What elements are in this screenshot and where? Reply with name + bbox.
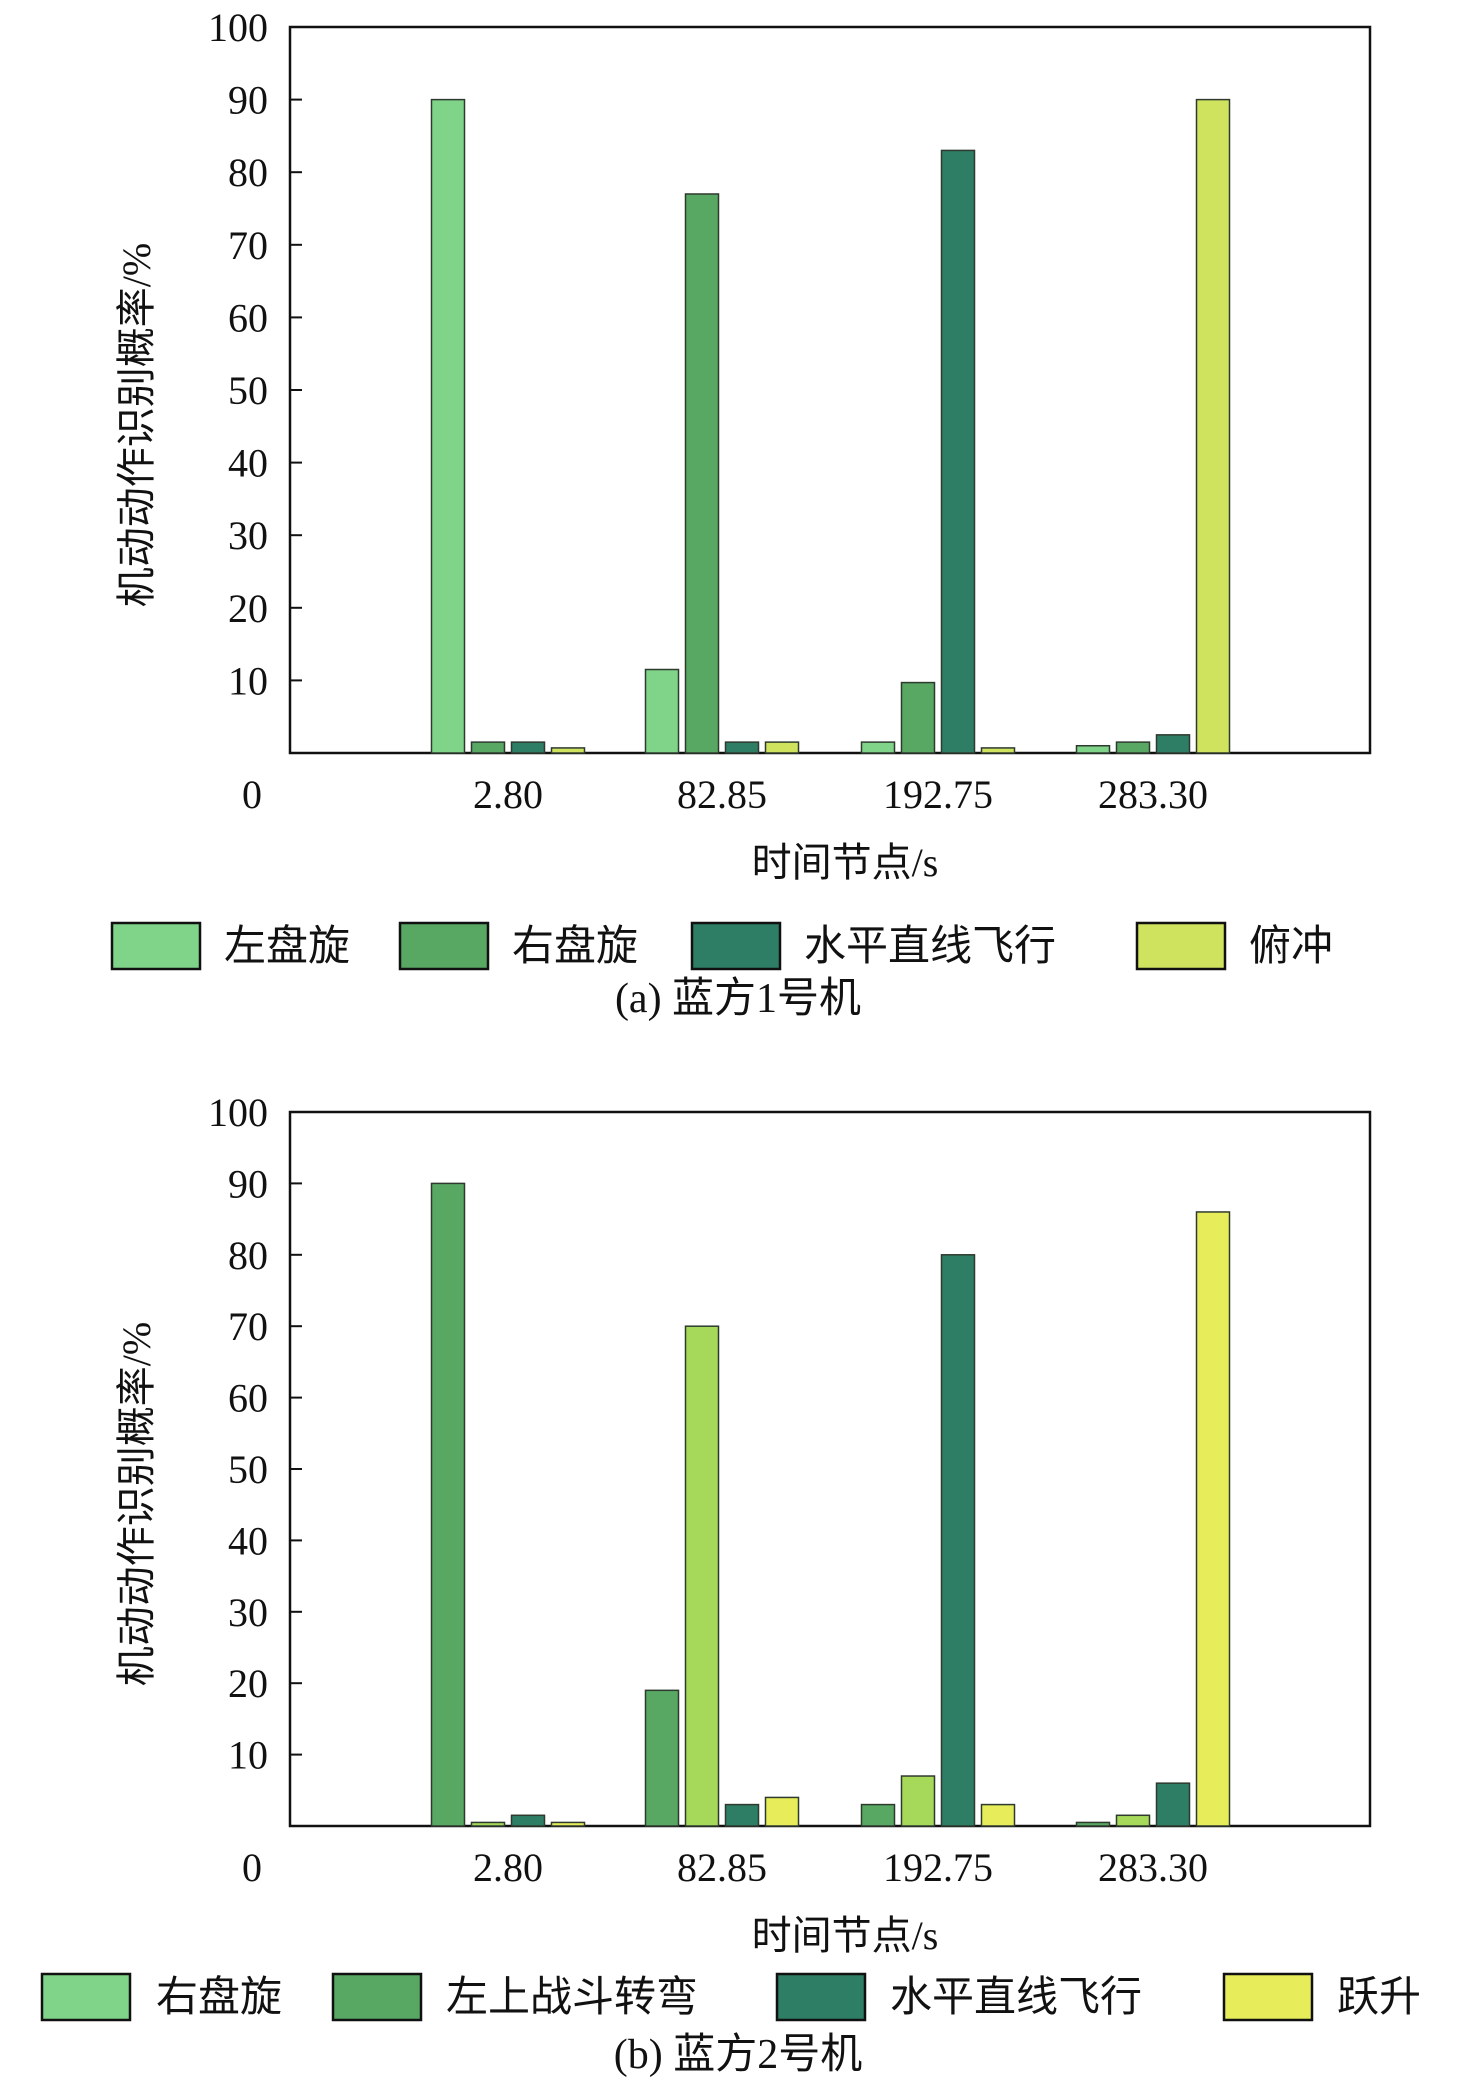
bar-3-3: [940, 149, 976, 754]
bar-1-4: [1075, 1821, 1111, 1827]
bar-1-4: [1075, 744, 1111, 754]
panel-caption: (b) 蓝方2号机: [614, 2032, 862, 2078]
y-tick-label: 30: [228, 1590, 268, 1635]
x-tick-label: 192.75: [883, 772, 993, 817]
bar-1-3: [860, 1803, 896, 1827]
y-tick-label: 10: [228, 1733, 268, 1778]
bar-3-1: [510, 741, 546, 754]
y-tick-label: 30: [228, 513, 268, 558]
bar-2-4: [1115, 741, 1151, 754]
bar-2-1: [470, 1821, 506, 1827]
bar-4-4: [1195, 1211, 1231, 1827]
bar-2-1: [470, 741, 506, 754]
bar-4-3: [980, 1803, 1016, 1827]
y-tick-label: 100: [208, 1090, 268, 1135]
y-axis-label: 机动动作识别概率/%: [114, 1322, 159, 1686]
bar-3-3: [940, 1254, 976, 1827]
legend-label: 左盘旋: [224, 923, 350, 970]
y-tick-label-zero: 0: [242, 1845, 262, 1890]
legend: 左盘旋 右盘旋 水平直线飞行 俯冲: [110, 921, 1333, 971]
bar-2-2: [684, 193, 720, 754]
legend-swatch: [398, 921, 490, 971]
legend: 右盘旋 左上战斗转弯 水平直线飞行 跃升: [40, 1972, 1421, 2022]
legend-swatch: [40, 1972, 132, 2022]
legend-label: 跃升: [1337, 1975, 1421, 2021]
bar-2-4: [1115, 1814, 1151, 1827]
x-axis-label: 时间节点/s: [752, 1913, 939, 1958]
legend-label: 水平直线飞行: [804, 924, 1056, 970]
x-tick-label: 192.75: [883, 1845, 993, 1890]
y-tick-label: 20: [228, 1661, 268, 1706]
y-tick-label: 60: [228, 295, 268, 340]
bar-3-4: [1155, 1782, 1191, 1827]
bar-1-2: [644, 668, 680, 754]
bar-4-2: [764, 741, 800, 754]
y-tick-label-zero: 0: [242, 772, 262, 817]
x-tick-label: 2.80: [473, 1845, 543, 1890]
bar-1-2: [644, 1689, 680, 1827]
legend-label: 俯冲: [1249, 923, 1333, 970]
bar-4-1: [550, 747, 586, 754]
legend-swatch: [1222, 1972, 1314, 2022]
legend-swatch: [1135, 921, 1227, 971]
bar-4-2: [764, 1796, 800, 1827]
bar-3-4: [1155, 734, 1191, 754]
x-tick-label: 283.30: [1098, 1845, 1208, 1890]
y-tick-label: 40: [228, 1518, 268, 1563]
legend-swatch: [331, 1972, 423, 2022]
bar-2-2: [684, 1325, 720, 1827]
y-tick-label: 90: [228, 1161, 268, 1206]
bar-1-1: [430, 1182, 466, 1827]
y-axis-label: 机动动作识别概率/%: [114, 243, 159, 607]
y-tick-label: 10: [228, 658, 268, 703]
bar-3-2: [724, 741, 760, 754]
bar-3-1: [510, 1814, 546, 1827]
y-tick-label: 70: [228, 1304, 268, 1349]
bar-4-1: [550, 1821, 586, 1827]
y-tick-label: 40: [228, 441, 268, 486]
legend-label: 水平直线飞行: [890, 1975, 1142, 2021]
y-tick-label: 20: [228, 586, 268, 631]
x-tick-label: 82.85: [677, 772, 767, 817]
y-tick-label: 50: [228, 368, 268, 413]
y-tick-label: 90: [228, 78, 268, 123]
y-tick-label: 100: [208, 5, 268, 50]
y-tick-label: 80: [228, 150, 268, 195]
legend-label: 左上战斗转弯: [446, 1974, 698, 2021]
x-axis-label: 时间节点/s: [752, 840, 939, 885]
y-tick-label: 50: [228, 1447, 268, 1492]
legend-label: 右盘旋: [156, 1974, 282, 2021]
legend-label: 右盘旋: [512, 923, 638, 970]
legend-swatch: [690, 921, 782, 971]
bar-1-1: [430, 98, 466, 754]
bar-2-3: [900, 1775, 936, 1827]
bar-1-3: [860, 741, 896, 754]
y-tick-label: 80: [228, 1233, 268, 1278]
y-tick-label: 70: [228, 223, 268, 268]
x-tick-label: 82.85: [677, 1845, 767, 1890]
legend-swatch: [110, 921, 202, 971]
x-tick-label: 283.30: [1098, 772, 1208, 817]
bar-4-4: [1195, 98, 1231, 754]
x-tick-label: 2.80: [473, 772, 543, 817]
bar-3-2: [724, 1803, 760, 1827]
panel-caption: (a) 蓝方1号机: [615, 976, 861, 1022]
bar-2-3: [900, 681, 936, 754]
bar-4-3: [980, 747, 1016, 754]
legend-swatch: [775, 1972, 867, 2022]
y-tick-label: 60: [228, 1376, 268, 1421]
